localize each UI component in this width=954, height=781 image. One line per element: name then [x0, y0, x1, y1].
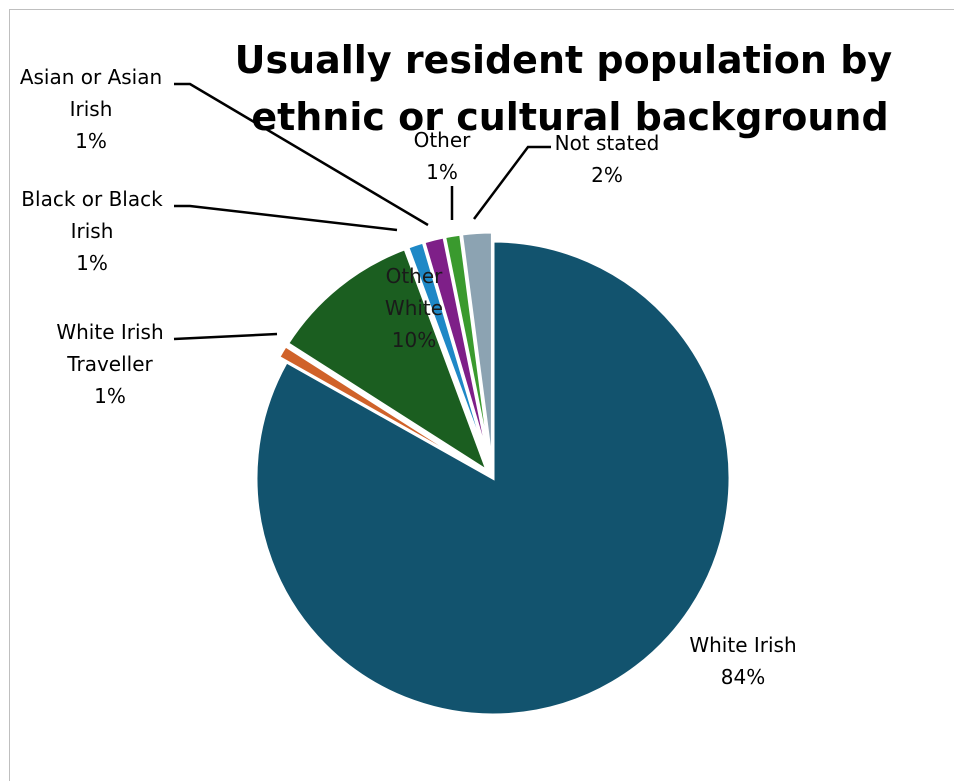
- slice-labels: White Irish 84%White Irish Traveller 1%Othe…: [20, 65, 797, 689]
- slice-label-line: Not stated: [555, 131, 660, 155]
- slice-percent: 1%: [76, 251, 108, 275]
- slice-percent: 1%: [426, 160, 458, 184]
- chart-title-line-1: Usually resident population by: [235, 38, 893, 82]
- leader-line-black-or-black-irish: [174, 204, 398, 232]
- slice-percent: 2%: [591, 163, 623, 187]
- slice-label-line: Irish: [70, 97, 113, 121]
- slice-label-line: Asian or Asian: [20, 65, 162, 89]
- leader-lines: [173, 82, 551, 341]
- pie-slices: [254, 230, 732, 717]
- slice-label-black-or-black-irish: Black or Black Irish 1%: [21, 187, 163, 275]
- slice-label-line: White: [385, 296, 443, 320]
- slice-label-asian-or-asian-irish: Asian or Asian Irish 1%: [20, 65, 162, 153]
- slice-percent: 84%: [721, 665, 765, 689]
- slice-percent: 10%: [392, 328, 436, 352]
- pie-slice-other-white: [285, 246, 491, 475]
- slice-label-other: Other 1%: [414, 128, 472, 184]
- chart-title: Usually resident population by ethnic or…: [235, 38, 906, 139]
- slice-label-line: Other: [414, 128, 472, 152]
- chart-frame: [9, 9, 954, 781]
- leader-line-asian-or-asian-irish: [174, 82, 429, 227]
- chart-title-line-2: ethnic or cultural background: [251, 95, 888, 139]
- pie-slice-not-stated: [459, 230, 494, 470]
- pie-slice-white-irish-traveller: [276, 343, 487, 475]
- slice-label-white-irish-traveller: White Irish Traveller 1%: [56, 320, 163, 408]
- slice-label-line: Black or Black: [21, 187, 163, 211]
- slice-label-line: Irish: [71, 219, 114, 243]
- slice-label-line: White Irish: [689, 633, 796, 657]
- slice-label-line: Traveller: [66, 352, 153, 376]
- slice-label-line: White Irish: [56, 320, 163, 344]
- slice-label-not-stated: Not stated 2%: [555, 131, 660, 187]
- leader-line-white-irish-traveller: [173, 332, 278, 341]
- slice-percent: 1%: [75, 129, 107, 153]
- pie-slice-white-irish: [254, 239, 732, 717]
- slice-label-white-irish: White Irish 84%: [689, 633, 796, 689]
- slice-label-line: Other: [386, 264, 444, 288]
- slice-label-other-white: Other White 10%: [385, 264, 443, 352]
- leader-line-not-stated: [473, 145, 551, 220]
- slice-percent: 1%: [94, 384, 126, 408]
